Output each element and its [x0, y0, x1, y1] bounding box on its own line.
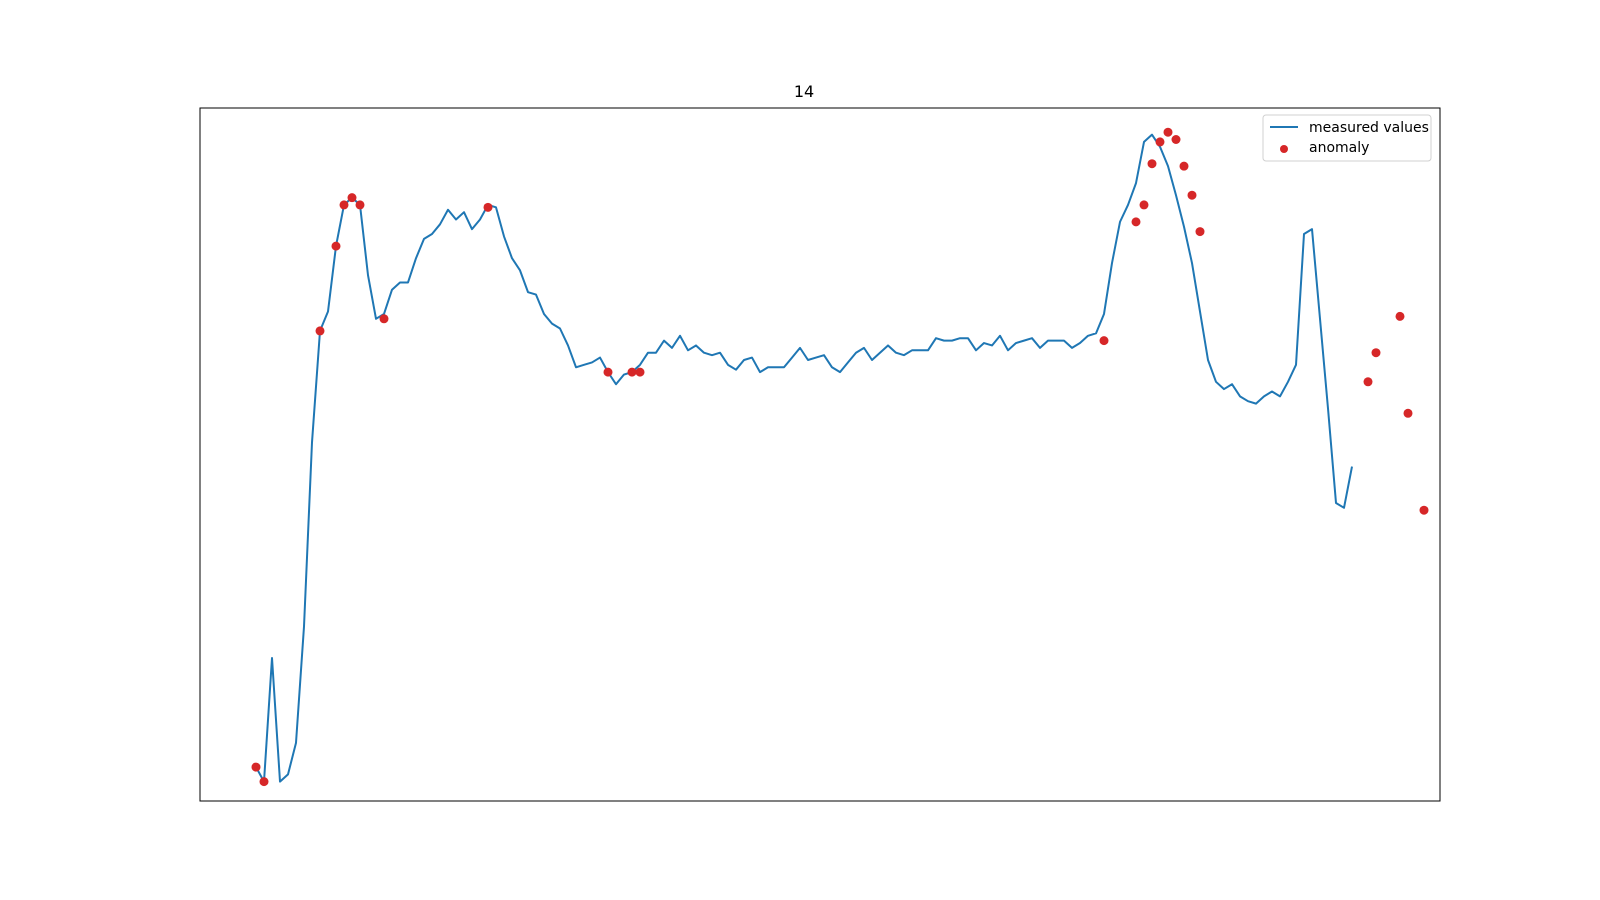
anomaly-point [1163, 127, 1173, 137]
anomaly-point [1371, 348, 1381, 358]
anomaly-point [355, 200, 365, 210]
anomaly-point [603, 367, 613, 377]
anomaly-point [339, 200, 349, 210]
anomaly-point [331, 241, 341, 251]
anomaly-point [379, 314, 389, 324]
anomaly-point [1155, 137, 1165, 147]
anomaly-point [1195, 227, 1205, 237]
anomaly-point [1147, 159, 1157, 169]
anomaly-point [627, 367, 637, 377]
anomaly-point [251, 762, 261, 772]
anomaly-point [1363, 377, 1373, 387]
anomaly-point [483, 202, 493, 212]
chart-title: 14 [794, 82, 814, 101]
legend-label-measured-values: measured values [1309, 120, 1429, 136]
anomaly-point [1403, 408, 1413, 418]
legend-marker-swatch [1280, 145, 1288, 153]
anomaly-point [1171, 135, 1181, 144]
anomaly-point [1419, 505, 1429, 515]
anomaly-point [1395, 311, 1405, 321]
anomaly-point [259, 777, 269, 787]
legend: measured values anomaly [1262, 114, 1432, 162]
legend-label-anomaly: anomaly [1309, 140, 1369, 156]
anomaly-point [347, 193, 357, 203]
anomaly-point [1131, 217, 1141, 227]
anomaly-point [1139, 200, 1149, 210]
series-line-measured-values [255, 133, 1353, 783]
anomaly-point [315, 326, 325, 336]
anomaly-point [1179, 161, 1189, 171]
anomaly-point [1099, 336, 1109, 346]
anomaly-point [1187, 190, 1197, 200]
plot-area [199, 107, 1441, 802]
legend-frame [1262, 114, 1432, 162]
anomaly-point [635, 367, 645, 377]
series-layer [251, 127, 1429, 787]
